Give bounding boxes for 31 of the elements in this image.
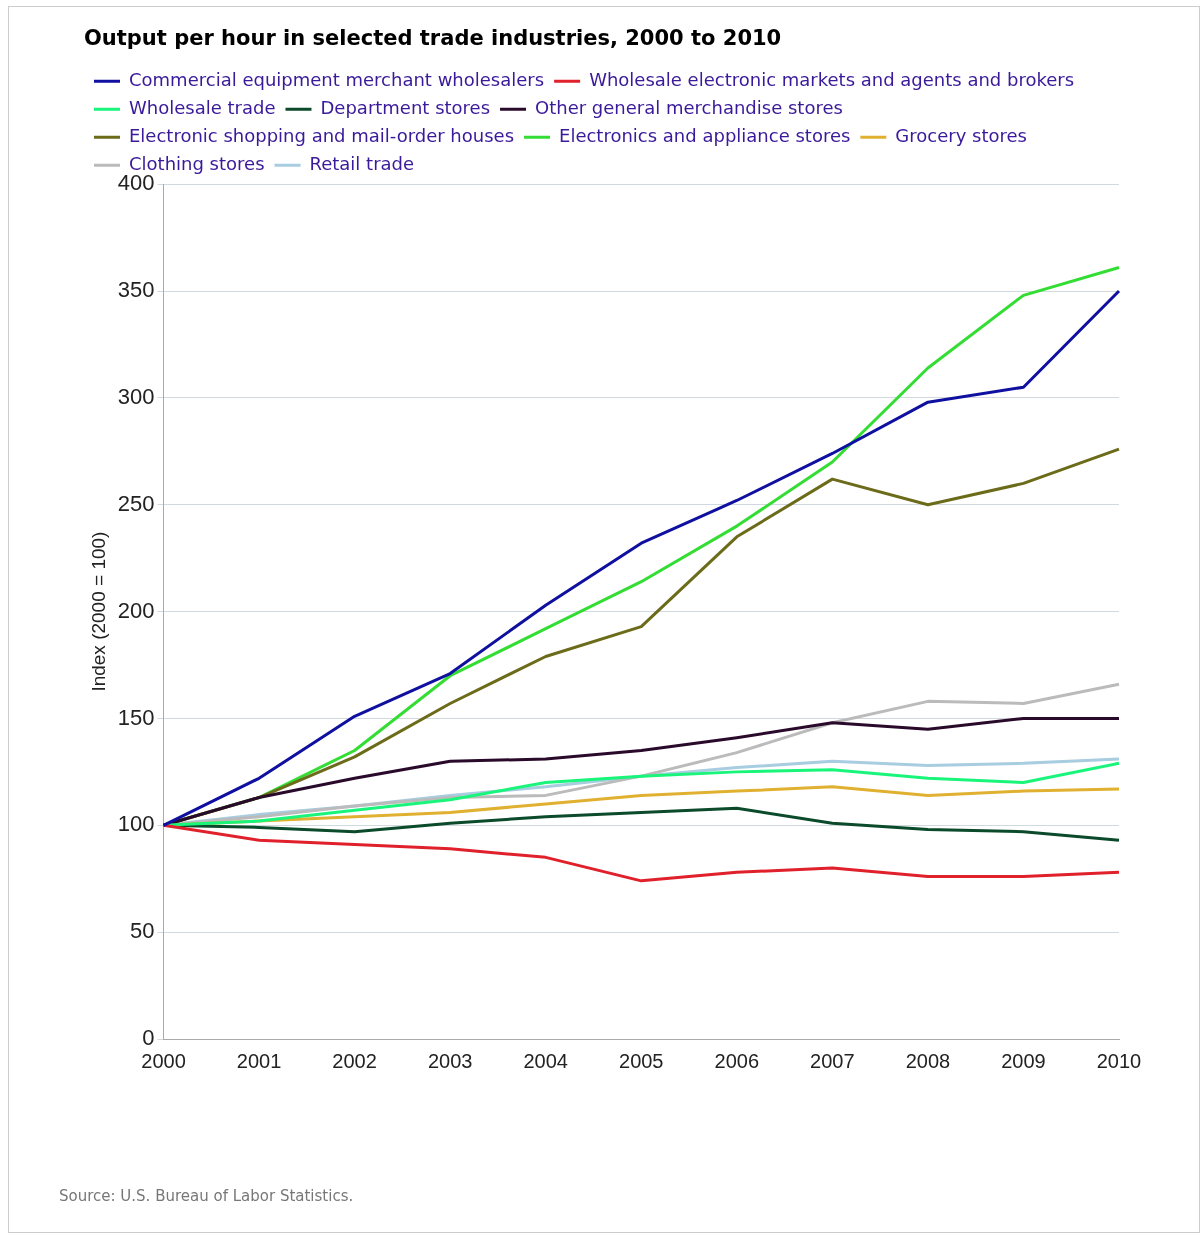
x-tick-label: 2008 [905, 1049, 951, 1072]
legend-label: Retail trade [309, 152, 415, 174]
y-tick-label: 300 [117, 383, 155, 409]
legend-label: Electronic shopping and mail-order houses [129, 124, 515, 146]
legend-label: Other general merchandise stores [535, 96, 843, 118]
x-tick-label: 2006 [714, 1049, 760, 1072]
legend-label: Wholesale trade [129, 96, 276, 118]
chart-title: Output per hour in selected trade industries, 2000 to 2010 [84, 26, 782, 51]
y-tick-label: 200 [117, 597, 155, 623]
y-tick-label: 0 [142, 1025, 155, 1051]
y-axis-title: Index (2000 = 100) [87, 531, 109, 692]
legend-label: Department stores [320, 96, 491, 118]
source-note: Source: U.S. Bureau of Labor Statistics. [59, 1187, 354, 1205]
x-tick-label: 2007 [810, 1049, 855, 1072]
x-tick-label: 2004 [523, 1049, 568, 1072]
x-tick-label: 2010 [1096, 1049, 1142, 1072]
legend-label: Electronics and appliance stores [559, 124, 851, 146]
legend-label: Grocery stores [895, 124, 1027, 146]
x-tick-label: 2003 [427, 1049, 473, 1072]
y-tick-label: 50 [130, 918, 155, 944]
x-tick-label: 2000 [141, 1049, 186, 1072]
y-tick-label: 350 [117, 277, 155, 303]
x-tick-label: 2009 [1001, 1049, 1046, 1072]
x-tick-label: 2005 [619, 1049, 664, 1072]
y-tick-label: 250 [117, 490, 155, 516]
legend-label: Commercial equipment merchant wholesalers [129, 68, 545, 90]
legend-label: Wholesale electronic markets and agents and brokers [589, 68, 1075, 90]
x-tick-label: 2002 [332, 1049, 377, 1072]
y-tick-label: 100 [117, 811, 155, 837]
x-tick-label: 2001 [236, 1049, 282, 1072]
y-tick-label: 150 [117, 704, 155, 730]
